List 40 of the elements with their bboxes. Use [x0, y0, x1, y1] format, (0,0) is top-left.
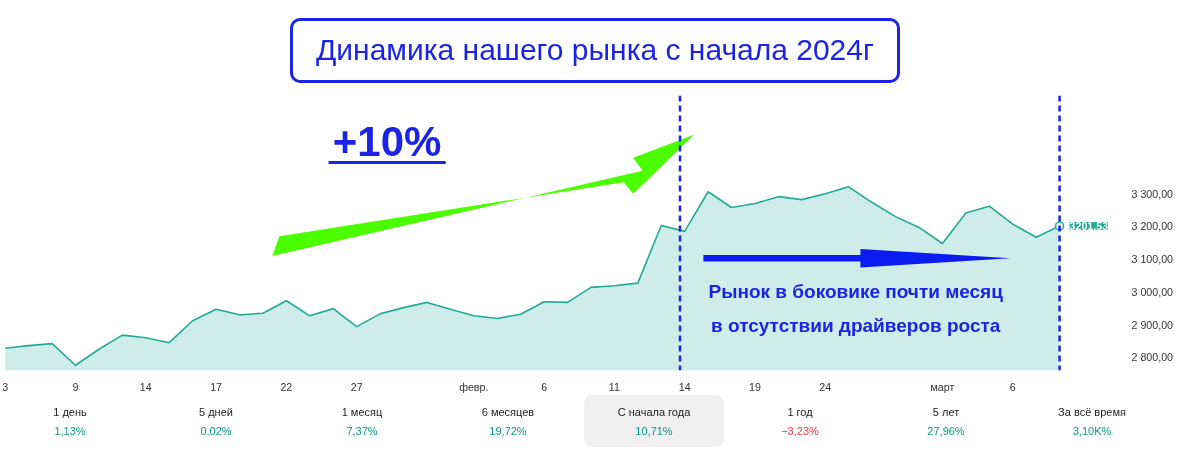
x-tick-label: 3 [2, 380, 9, 393]
y-tick-label: 3 300,00 [1131, 187, 1174, 200]
y-tick-label: 3 000,00 [1131, 285, 1174, 298]
x-tick-label: 22 [280, 380, 293, 393]
y-tick-label: 3 100,00 [1131, 253, 1174, 266]
text: 19,72% [488, 423, 528, 439]
text: 1,13% [53, 423, 87, 439]
text: За всё время [1057, 405, 1127, 420]
text: 1 год [786, 405, 814, 420]
annotation: +10% [332, 118, 442, 166]
text: 7,37% [345, 423, 379, 439]
x-tick-label: 27 [350, 380, 363, 393]
text: 10,71% [634, 423, 674, 439]
x-tick-label: 24 [819, 380, 832, 393]
text: 1 день [52, 405, 88, 420]
x-tick-label: 17 [210, 380, 223, 393]
chart-title: Динамика нашего рынка с начала 2024г [290, 18, 900, 83]
text: 0,02% [199, 423, 233, 439]
x-tick-label: 14 [678, 380, 691, 393]
x-tick-label: 6 [541, 380, 548, 393]
text: 6 месяцев [480, 405, 536, 420]
annotation: 3201,53 [1069, 219, 1109, 232]
x-tick-label: 9 [72, 380, 79, 393]
x-tick-label: февр. [459, 380, 489, 393]
text: С начала года [616, 405, 692, 420]
x-tick-label: 19 [749, 380, 761, 393]
text: 3,10K% [1071, 423, 1113, 439]
annotation: Рынок в боковике почти месяц в отсутствии драйверов роста [708, 281, 1004, 336]
text: 5 лет [931, 405, 961, 420]
x-tick-label: 11 [608, 380, 620, 393]
y-tick-label: 2 900,00 [1131, 318, 1174, 331]
text: 5 дней [198, 405, 234, 420]
x-tick-label: 6 [1009, 380, 1016, 393]
text: 27,96% [926, 423, 966, 439]
x-tick-label: март [930, 380, 955, 393]
y-tick-label: 3 200,00 [1131, 220, 1174, 233]
text: −3,23% [780, 423, 820, 439]
y-tick-label: 2 800,00 [1131, 351, 1174, 364]
text: 1 месяц [340, 405, 384, 420]
x-tick-label: 14 [139, 380, 152, 393]
